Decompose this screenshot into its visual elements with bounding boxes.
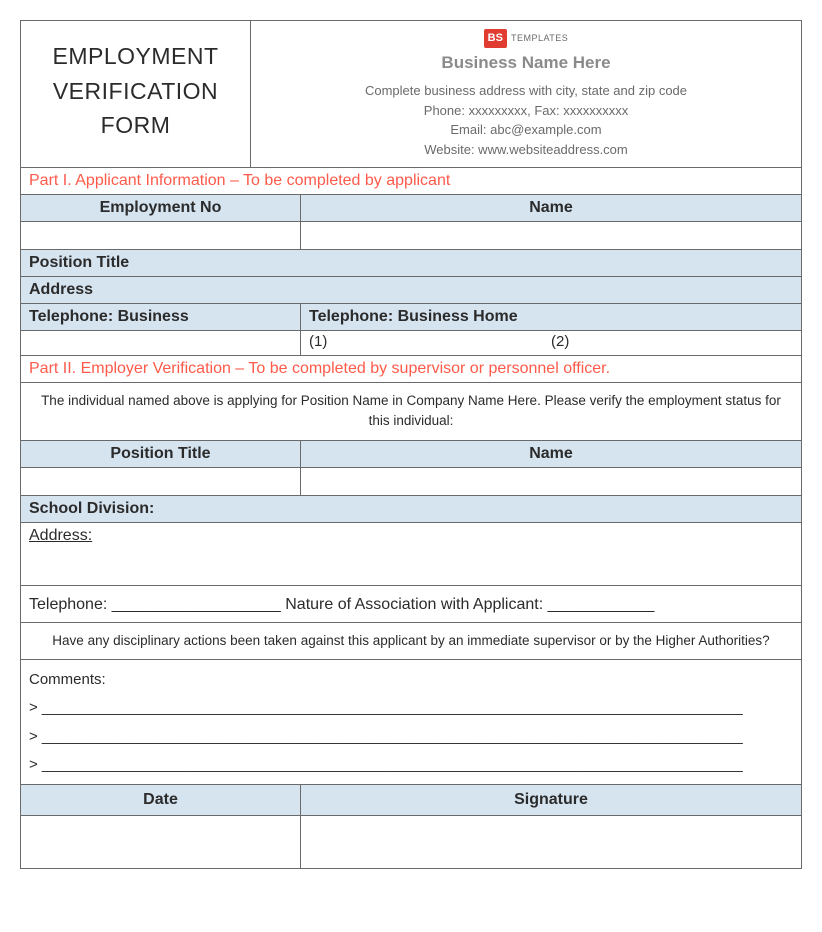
date-signature-header: Date Signature <box>21 785 801 816</box>
form-title: EMPLOYMENT VERIFICATION FORM <box>21 21 251 167</box>
logo: BS TEMPLATES <box>261 29 791 48</box>
address-row: Address <box>21 277 801 304</box>
logo-text: TEMPLATES <box>511 32 568 46</box>
part2-instruction: The individual named above is applying f… <box>21 383 801 441</box>
p2-name-value[interactable] <box>301 468 801 496</box>
business-phone: Phone: xxxxxxxxx, Fax: xxxxxxxxxx <box>261 101 791 121</box>
business-info: BS TEMPLATES Business Name Here Complete… <box>251 21 801 167</box>
p2-address-row[interactable]: Address: <box>21 523 801 586</box>
logo-badge: BS <box>484 29 507 48</box>
header-row: EMPLOYMENT VERIFICATION FORM BS TEMPLATE… <box>21 21 801 168</box>
telephone-header-row: Telephone: Business Telephone: Business … <box>21 304 801 331</box>
comment-line-3[interactable]: > ______________________________________… <box>29 751 793 780</box>
tel-business-home-label: Telephone: Business Home <box>301 304 801 331</box>
employment-no-header: Employment No <box>21 195 301 222</box>
name-header: Name <box>301 195 801 222</box>
employment-no-value[interactable] <box>21 222 301 250</box>
position-title-label: Position Title <box>21 250 801 277</box>
date-header: Date <box>21 785 301 816</box>
part1-header-row: Employment No Name <box>21 195 801 222</box>
school-division-label: School Division: <box>21 496 801 523</box>
signature-value[interactable] <box>301 816 801 868</box>
tel-business-label: Telephone: Business <box>21 304 301 331</box>
p2-position-title-header: Position Title <box>21 441 301 468</box>
p2-address-label: Address: <box>29 527 92 544</box>
comments-label: Comments: <box>29 666 793 695</box>
position-title-row: Position Title <box>21 250 801 277</box>
telephone-sub-row: (1) (2) <box>21 331 801 356</box>
date-value[interactable] <box>21 816 301 868</box>
tel-sub-1[interactable]: (1) <box>309 333 551 353</box>
date-signature-blank <box>21 816 801 868</box>
business-address: Complete business address with city, sta… <box>261 81 791 101</box>
business-email: Email: abc@example.com <box>261 120 791 140</box>
part2-blank-row <box>21 468 801 496</box>
telephone-association-row[interactable]: Telephone: ___________________ Nature of… <box>21 586 801 623</box>
tel-sub-2[interactable]: (2) <box>551 333 793 353</box>
p2-name-header: Name <box>301 441 801 468</box>
disciplinary-question: Have any disciplinary actions been taken… <box>21 623 801 660</box>
business-website: Website: www.websiteaddress.com <box>261 140 791 160</box>
form-container: EMPLOYMENT VERIFICATION FORM BS TEMPLATE… <box>20 20 802 869</box>
tel-business-value[interactable] <box>21 331 301 355</box>
comment-line-1[interactable]: > ______________________________________… <box>29 694 793 723</box>
signature-header: Signature <box>301 785 801 816</box>
part2-heading: Part II. Employer Verification – To be c… <box>21 356 801 383</box>
school-division-row: School Division: <box>21 496 801 523</box>
comment-line-2[interactable]: > ______________________________________… <box>29 723 793 752</box>
part1-heading: Part I. Applicant Information – To be co… <box>21 168 801 195</box>
business-name: Business Name Here <box>261 50 791 76</box>
part2-header-row: Position Title Name <box>21 441 801 468</box>
part1-blank-row <box>21 222 801 250</box>
address-label: Address <box>21 277 801 304</box>
name-value[interactable] <box>301 222 801 250</box>
p2-position-title-value[interactable] <box>21 468 301 496</box>
comments-block[interactable]: Comments: > ____________________________… <box>21 660 801 785</box>
